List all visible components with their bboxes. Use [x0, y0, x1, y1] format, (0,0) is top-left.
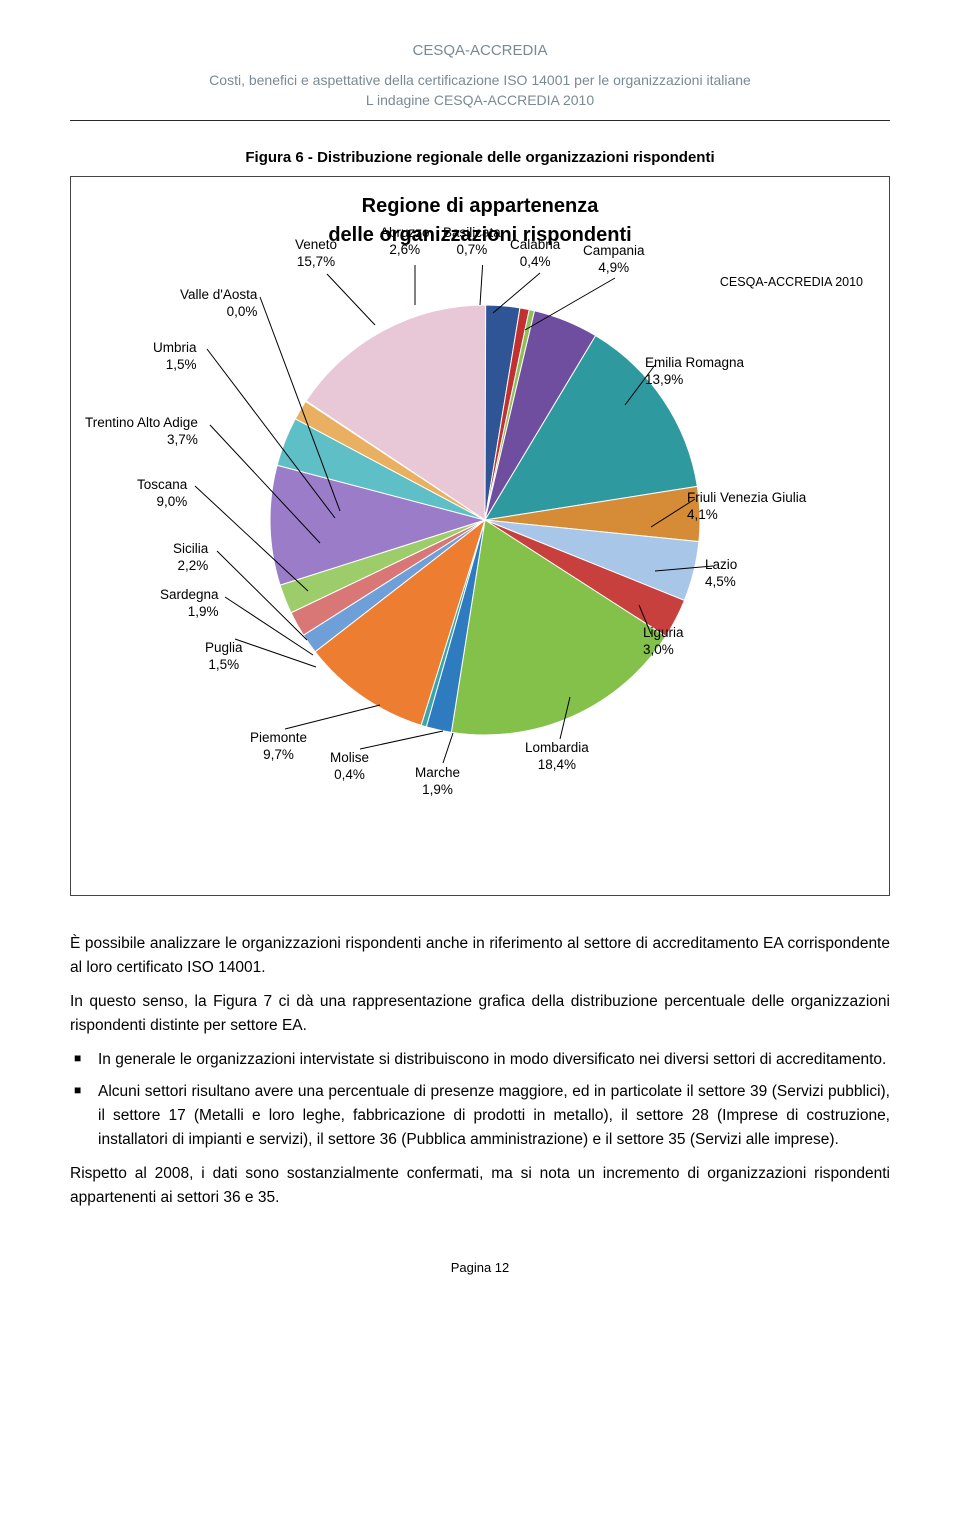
- leader-line: [480, 265, 483, 305]
- slice-label-value: 0,0%: [180, 304, 257, 321]
- slice-label-name: Veneto: [295, 237, 337, 254]
- paragraph-2: In questo senso, la Figura 7 ci dà una r…: [70, 990, 890, 1038]
- slice-label-name: Sardegna: [160, 587, 219, 604]
- slice-label-name: Trentino Alto Adige: [85, 415, 198, 432]
- slice-label-value: 1,9%: [160, 604, 219, 621]
- slice-label-name: Marche: [415, 765, 460, 782]
- chart-container: Regione di appartenenza delle organizzaz…: [70, 176, 890, 896]
- leader-line: [360, 731, 443, 749]
- slice-label-value: 9,0%: [137, 494, 187, 511]
- slice-label-value: 1,5%: [153, 357, 197, 374]
- page-root: CESQA-ACCREDIA Costi, benefici e aspetta…: [0, 0, 960, 1325]
- slice-label: Liguria3,0%: [643, 625, 684, 659]
- slice-label-value: 4,1%: [687, 507, 806, 524]
- slice-label: Sicilia2,2%: [173, 541, 208, 575]
- slice-label-name: Emilia Romagna: [645, 355, 744, 372]
- header-line1: Costi, benefici e aspettative della cert…: [70, 71, 890, 91]
- slice-label-name: Lazio: [705, 557, 737, 574]
- slice-label-name: Molise: [330, 750, 369, 767]
- slice-label: Piemonte9,7%: [250, 730, 307, 764]
- slice-label: Trentino Alto Adige3,7%: [85, 415, 198, 449]
- paragraph-3: Rispetto al 2008, i dati sono sostanzial…: [70, 1162, 890, 1210]
- slice-label-name: Basilicata: [443, 225, 501, 242]
- slice-label: Umbria1,5%: [153, 340, 197, 374]
- slice-label-value: 0,4%: [510, 254, 560, 271]
- page-footer: Pagina 12: [70, 1260, 890, 1275]
- slice-label: Abruzzo2,6%: [380, 225, 430, 259]
- slice-label: Toscana9,0%: [137, 477, 187, 511]
- slice-label: Sardegna1,9%: [160, 587, 219, 621]
- slice-label-value: 1,5%: [205, 657, 243, 674]
- slice-label-value: 4,5%: [705, 574, 737, 591]
- slice-label-value: 0,4%: [330, 767, 369, 784]
- slice-label-value: 13,9%: [645, 372, 744, 389]
- slice-label-value: 18,4%: [525, 757, 589, 774]
- leader-line: [285, 705, 380, 729]
- slice-label-name: Umbria: [153, 340, 197, 357]
- bullet-2: Alcuni settori risultano avere una perce…: [70, 1080, 890, 1152]
- slice-label: Emilia Romagna13,9%: [645, 355, 744, 389]
- slice-label-name: Piemonte: [250, 730, 307, 747]
- bullet-list: In generale le organizzazioni intervista…: [70, 1048, 890, 1152]
- slice-label: Puglia1,5%: [205, 640, 243, 674]
- slice-label-name: Campania: [583, 243, 645, 260]
- slice-label-value: 3,7%: [85, 432, 198, 449]
- slice-label-value: 2,2%: [173, 558, 208, 575]
- slice-label: Calabria0,4%: [510, 237, 560, 271]
- slice-label-value: 4,9%: [583, 260, 645, 277]
- slice-label-name: Valle d'Aosta: [180, 287, 257, 304]
- header-org: CESQA-ACCREDIA: [70, 40, 890, 61]
- slice-label-value: 3,0%: [643, 642, 684, 659]
- slice-label-name: Sicilia: [173, 541, 208, 558]
- slice-label-name: Calabria: [510, 237, 560, 254]
- slice-label: Lombardia18,4%: [525, 740, 589, 774]
- slice-label-value: 2,6%: [380, 242, 430, 259]
- figure-caption: Figura 6 - Distribuzione regionale delle…: [70, 149, 890, 166]
- slice-label-name: Puglia: [205, 640, 243, 657]
- slice-label: Lazio4,5%: [705, 557, 737, 591]
- slice-label: Campania4,9%: [583, 243, 645, 277]
- leader-line: [443, 733, 453, 763]
- slice-label: Basilicata0,7%: [443, 225, 501, 259]
- pie-svg: [95, 265, 865, 825]
- chart-area: Abruzzo2,6%Basilicata0,7%Calabria0,4%Cam…: [85, 265, 875, 825]
- slice-label: Valle d'Aosta0,0%: [180, 287, 257, 321]
- document-header: CESQA-ACCREDIA Costi, benefici e aspetta…: [70, 40, 890, 110]
- slice-label-value: 15,7%: [295, 254, 337, 271]
- slice-label: Marche1,9%: [415, 765, 460, 799]
- bullet-1: In generale le organizzazioni intervista…: [70, 1048, 890, 1072]
- slice-label-value: 9,7%: [250, 747, 307, 764]
- slice-label: Veneto15,7%: [295, 237, 337, 271]
- header-divider: [70, 120, 890, 121]
- header-line2: L indagine CESQA-ACCREDIA 2010: [70, 91, 890, 111]
- leader-line: [235, 639, 316, 667]
- slice-label-name: Liguria: [643, 625, 684, 642]
- leader-line: [327, 274, 375, 325]
- slice-label: Molise0,4%: [330, 750, 369, 784]
- slice-label: Friuli Venezia Giulia4,1%: [687, 490, 806, 524]
- slice-label-name: Lombardia: [525, 740, 589, 757]
- slice-label-value: 1,9%: [415, 782, 460, 799]
- slice-label-name: Abruzzo: [380, 225, 430, 242]
- slice-label-name: Friuli Venezia Giulia: [687, 490, 806, 507]
- body-text: È possibile analizzare le organizzazioni…: [70, 932, 890, 1210]
- chart-title: Regione di appartenenza: [85, 195, 875, 218]
- slice-label-name: Toscana: [137, 477, 187, 494]
- slice-label-value: 0,7%: [443, 242, 501, 259]
- paragraph-1: È possibile analizzare le organizzazioni…: [70, 932, 890, 980]
